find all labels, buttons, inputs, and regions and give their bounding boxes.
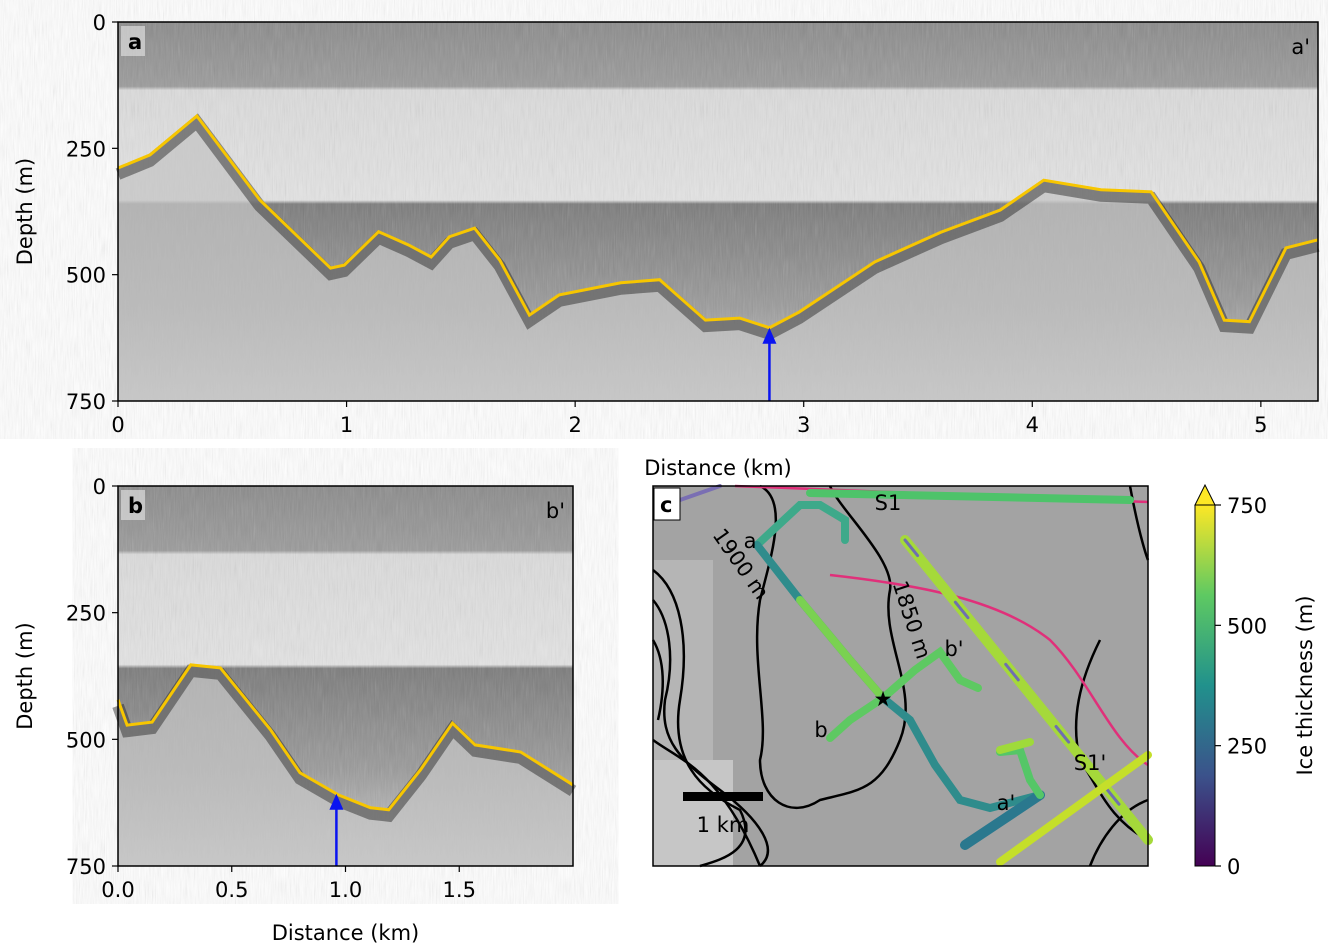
x-axis-label: Distance (km) <box>272 921 420 945</box>
subglacial-shade <box>118 664 573 866</box>
track-label: a' <box>997 791 1016 815</box>
y-tick-label: 750 <box>66 390 106 414</box>
y-tick-label: 250 <box>66 602 106 626</box>
track-label: a <box>744 529 757 553</box>
x-tick-label: 1 <box>340 413 353 437</box>
y-tick-label: 750 <box>66 855 106 879</box>
x-tick-label: 1.0 <box>329 878 362 902</box>
marker-arrowhead <box>329 793 344 810</box>
y-tick-label: 0 <box>93 11 106 35</box>
x-tick-label: 5 <box>1254 413 1267 437</box>
scale-bar-label: 1 km <box>697 813 750 837</box>
colorbar-extend <box>1194 483 1216 506</box>
subglacial-shade <box>118 115 1318 401</box>
y-axis-label: Depth (m) <box>13 158 37 265</box>
x-tick-label: 0 <box>111 413 124 437</box>
bed-line <box>117 113 1319 330</box>
colorbar <box>1194 504 1216 867</box>
y-tick-label: 250 <box>66 137 106 161</box>
x-axis-label: Distance (km) <box>644 456 792 480</box>
marker-arrowhead <box>762 327 777 344</box>
x-tick-label: 4 <box>1026 413 1039 437</box>
bed-shadow <box>115 113 1320 341</box>
x-tick-label: 3 <box>797 413 810 437</box>
bed-line <box>116 663 574 812</box>
panel-label: b <box>128 494 143 518</box>
y-axis-label: Depth (m) <box>13 622 37 729</box>
colorbar-label: Ice thickness (m) <box>1293 595 1317 775</box>
end-label: a' <box>1291 35 1310 59</box>
frame <box>117 21 1319 402</box>
colorbar-tick-label: 250 <box>1227 735 1267 759</box>
track-label: S1' <box>1074 751 1106 775</box>
panel-label-box <box>121 26 145 56</box>
panel-label: c <box>660 493 672 517</box>
x-tick-label: 2 <box>568 413 581 437</box>
colorbar-tick-label: 750 <box>1227 494 1267 518</box>
star: ★ <box>874 687 893 711</box>
y-tick-label: 0 <box>93 475 106 499</box>
panel-label: a <box>128 30 142 54</box>
track-label: S1 <box>875 491 902 515</box>
panel-label-box <box>121 490 145 520</box>
track-label: b <box>814 718 827 742</box>
x-tick-label: 0.5 <box>215 878 248 902</box>
x-tick-label: 0.0 <box>101 878 134 902</box>
map-frame <box>652 485 1149 867</box>
x-tick-label: 1.5 <box>443 878 476 902</box>
y-tick-label: 500 <box>66 264 106 288</box>
map-panel: ★ <box>651 484 1153 868</box>
track-label: b' <box>944 637 963 661</box>
colorbar-tick-label: 500 <box>1227 614 1267 638</box>
end-label: b' <box>546 499 565 523</box>
y-tick-label: 500 <box>66 728 106 752</box>
colorbar-tick-label: 0 <box>1227 855 1240 879</box>
